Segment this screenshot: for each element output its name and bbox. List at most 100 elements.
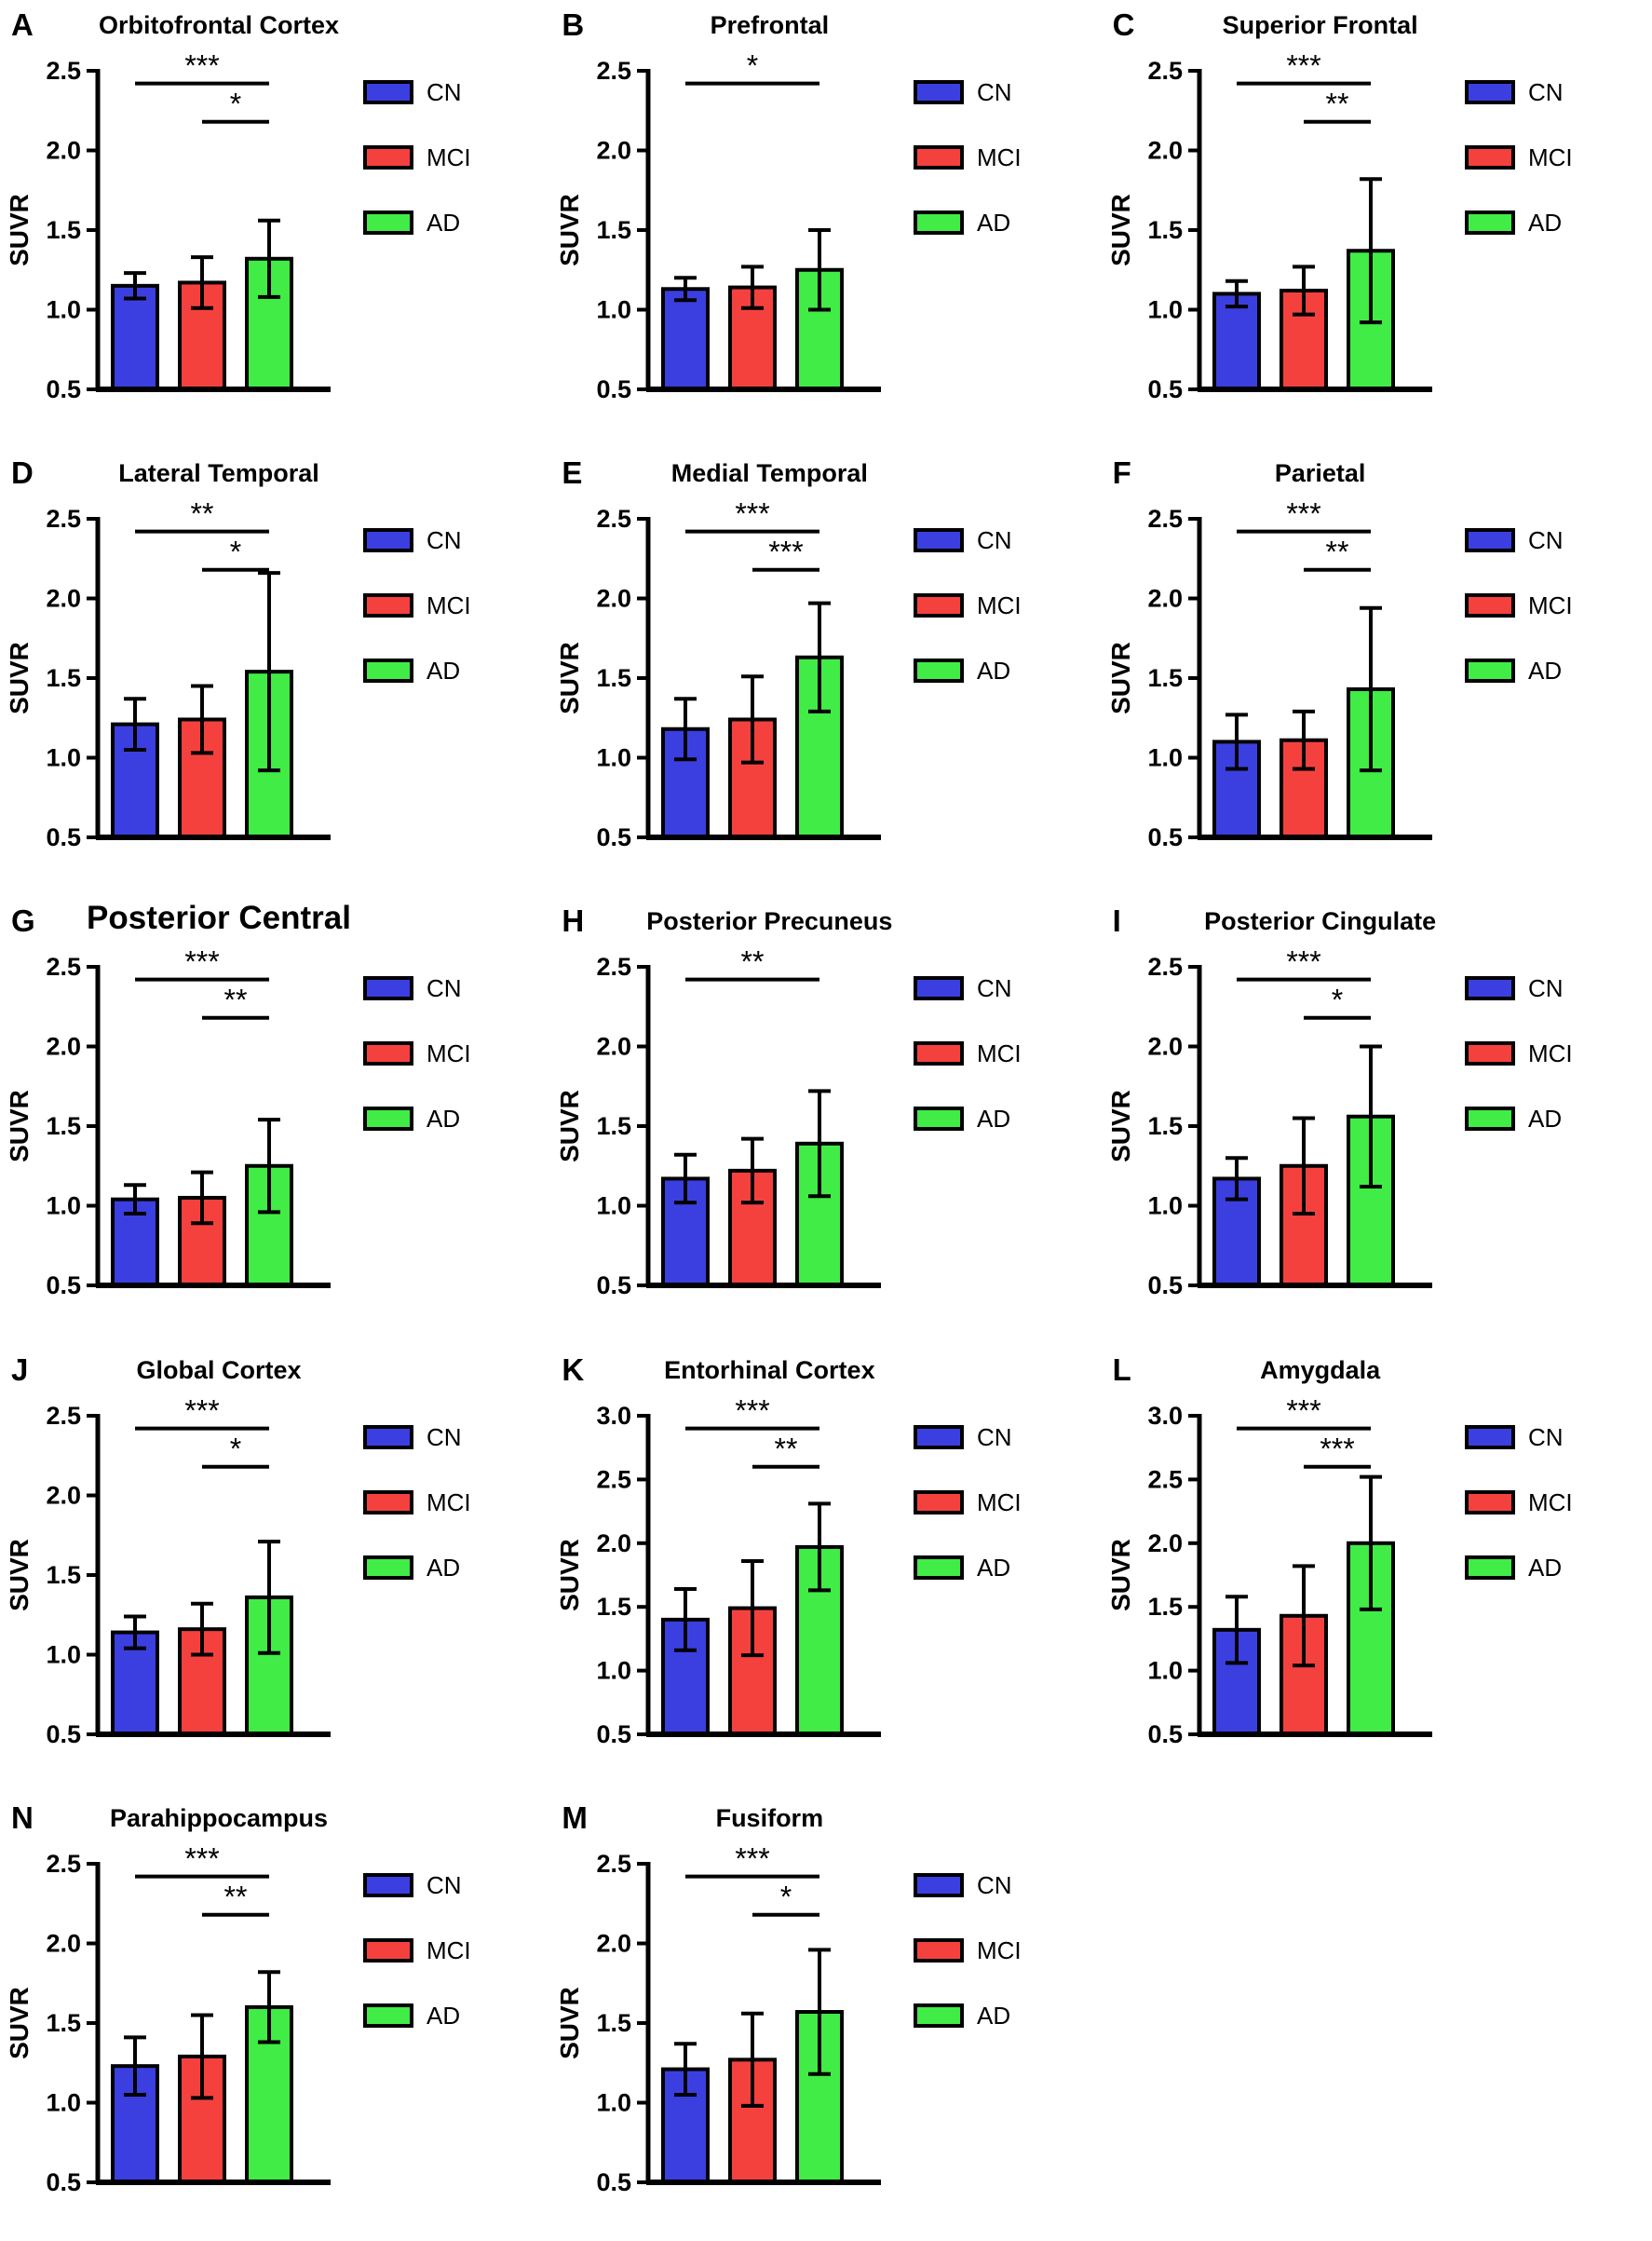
panel-letter: A xyxy=(11,7,34,42)
y-tick-label: 0.5 xyxy=(1147,1720,1183,1748)
legend-swatch-MCI xyxy=(363,1937,413,1963)
y-axis-label: SUVR xyxy=(5,1090,34,1162)
y-tick-label: 1.5 xyxy=(46,1112,81,1140)
legend-swatch-AD xyxy=(1464,1555,1515,1580)
y-tick-label: 1.0 xyxy=(597,296,632,324)
panel-header: D Lateral Temporal xyxy=(0,448,550,500)
y-tick-label: 0.5 xyxy=(597,2168,632,2196)
significance-stars-CN-AD: *** xyxy=(184,1845,219,1876)
y-axis-label: SUVR xyxy=(555,194,584,266)
y-tick-label: 0.5 xyxy=(597,823,632,851)
legend-swatch-MCI xyxy=(1464,145,1515,170)
y-axis-label: SUVR xyxy=(555,1539,584,1611)
y-axis-label: SUVR xyxy=(5,1987,34,2059)
panel-letter: H xyxy=(562,903,585,939)
y-axis-label: SUVR xyxy=(5,642,34,714)
legend-swatch-CN xyxy=(363,976,413,1001)
legend-swatch-MCI xyxy=(363,1489,413,1514)
panel-C: C Superior Frontal 0.5 1.0 1.5 2.0 2.5 SUVR *** *… xyxy=(1102,0,1652,448)
panel-letter: J xyxy=(11,1351,29,1387)
y-tick-label: 2.5 xyxy=(1147,57,1183,85)
legend-label-AD: AD xyxy=(1528,209,1562,237)
legend-swatch-CN xyxy=(1464,528,1515,553)
legend-swatch-AD xyxy=(914,1555,965,1580)
legend-swatch-AD xyxy=(363,211,413,235)
panel-title: Posterior Cingulate xyxy=(1204,907,1437,936)
y-tick-label: 1.0 xyxy=(597,744,632,772)
significance-stars-MCI-AD: *** xyxy=(1320,1432,1354,1465)
panel-letter: F xyxy=(1112,455,1131,491)
y-tick-label: 1.0 xyxy=(46,1640,81,1668)
y-axis-label: SUVR xyxy=(1106,642,1135,714)
legend-label-AD: AD xyxy=(977,209,1010,237)
legend-swatch-CN xyxy=(363,1872,413,1897)
legend-label-CN: CN xyxy=(427,78,462,106)
significance-stars-CN-AD: *** xyxy=(736,500,770,531)
panel-letter: D xyxy=(11,455,34,491)
panel-K-chart: 0.5 1.0 1.5 2.0 2.5 3.0 SUVR ***** CN MCI AD xyxy=(555,1393,1022,1747)
y-tick-label: 1.5 xyxy=(46,1561,81,1589)
panel-header: J Global Cortex xyxy=(0,1345,550,1397)
y-tick-label: 1.5 xyxy=(597,664,632,692)
legend-swatch-AD xyxy=(1464,1107,1515,1132)
panel-L-chart: 0.5 1.0 1.5 2.0 2.5 3.0 SUVR ****** CN MCI AD xyxy=(1106,1393,1573,1748)
y-tick-label: 2.5 xyxy=(46,953,81,981)
legend-label-AD: AD xyxy=(1528,657,1562,685)
legend-label-AD: AD xyxy=(427,1105,460,1133)
panel-title: Entorhinal Cortex xyxy=(664,1355,875,1384)
legend-swatch-MCI xyxy=(1464,593,1515,618)
legend-label-CN: CN xyxy=(977,1871,1012,1899)
panel-G: G Posterior Central 0.5 1.0 1.5 2.0 2.5 SUVR ***… xyxy=(0,896,550,1344)
significance-stars-CN-AD: *** xyxy=(1286,948,1320,979)
panel-F: F Parietal 0.5 1.0 1.5 2.0 2.5 SUVR *** ** CN MCI AD xyxy=(1102,448,1652,896)
y-tick-label: 3.0 xyxy=(597,1402,632,1430)
panel-letter: B xyxy=(562,7,585,42)
y-tick-label: 0.5 xyxy=(1147,1271,1183,1299)
legend-label-AD: AD xyxy=(977,1105,1010,1133)
panel-title: Medial Temporal xyxy=(670,459,868,488)
legend-label-CN: CN xyxy=(427,1871,462,1899)
y-tick-label: 2.5 xyxy=(597,505,632,533)
y-tick-label: 1.0 xyxy=(597,1192,632,1220)
significance-stars-CN-AD: *** xyxy=(1286,500,1320,531)
panel-title: Fusiform xyxy=(715,1803,824,1832)
legend-swatch-MCI xyxy=(363,593,413,618)
significance-stars-MCI-AD: *** xyxy=(769,536,804,569)
y-tick-label: 2.5 xyxy=(46,57,81,85)
significance-stars-MCI-AD: ** xyxy=(775,1432,798,1465)
panel-title: Posterior Central xyxy=(87,900,351,937)
panel-D: D Lateral Temporal 0.5 1.0 1.5 2.0 2.5 SUVR ** * C… xyxy=(0,448,550,896)
legend-label-CN: CN xyxy=(1528,1423,1564,1451)
y-tick-label: 1.5 xyxy=(1147,1593,1183,1621)
y-axis-label: SUVR xyxy=(5,1539,34,1611)
panel-header: B Prefrontal xyxy=(550,0,1101,52)
significance-stars-MCI-AD: ** xyxy=(224,1881,248,1914)
legend-swatch-CN xyxy=(363,1424,413,1449)
panel-L: L Amygdala 0.5 1.0 1.5 2.0 2.5 3.0 SUVR *** *** CN M… xyxy=(1102,1345,1652,1793)
y-tick-label: 2.5 xyxy=(597,1850,632,1878)
legend-swatch-MCI xyxy=(914,145,965,170)
legend-label-CN: CN xyxy=(977,526,1012,554)
panel-G-chart: 0.5 1.0 1.5 2.0 2.5 SUVR ***** CN MCI AD xyxy=(5,945,471,1299)
panel-A: A Orbitofrontal Cortex 0.5 1.0 1.5 2.0 2.5 SUVR… xyxy=(0,0,550,448)
panel-title: Amygdala xyxy=(1260,1355,1381,1384)
bar-CN xyxy=(661,287,711,392)
y-tick-label: 2.0 xyxy=(1147,585,1183,613)
legend-swatch-MCI xyxy=(363,145,413,170)
legend-swatch-MCI xyxy=(363,1041,413,1066)
y-tick-label: 1.0 xyxy=(46,1192,81,1220)
legend-swatch-AD xyxy=(914,1107,965,1132)
panel-B: B Prefrontal 0.5 1.0 1.5 2.0 2.5 SUVR * CN MCI AD xyxy=(550,0,1101,448)
legend-swatch-CN xyxy=(363,80,413,104)
panel-letter: L xyxy=(1112,1351,1131,1387)
legend-swatch-AD xyxy=(363,1107,413,1132)
legend-swatch-MCI xyxy=(914,593,965,618)
significance-stars-CN-AD: ** xyxy=(741,948,765,979)
panel-C-chart: 0.5 1.0 1.5 2.0 2.5 SUVR ***** CN MCI AD xyxy=(1106,49,1573,403)
y-tick-label: 1.0 xyxy=(46,744,81,772)
legend-label-MCI: MCI xyxy=(1528,1488,1573,1516)
panel-title: Global Cortex xyxy=(136,1355,302,1384)
